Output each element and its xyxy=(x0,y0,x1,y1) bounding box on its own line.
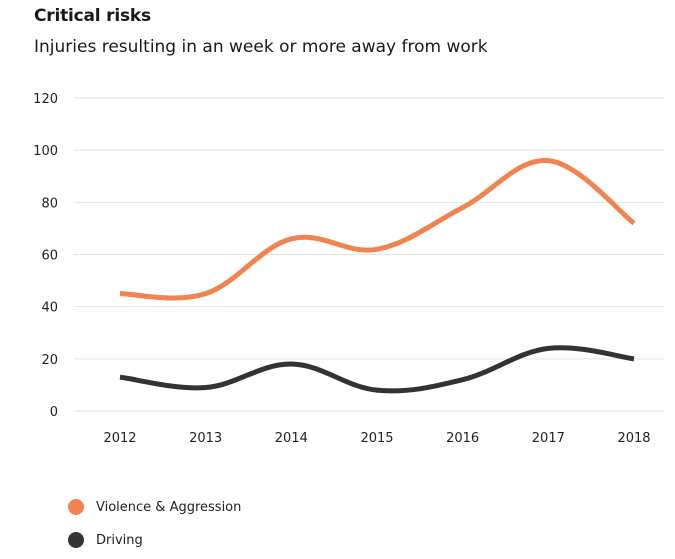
y-tick-label-20: 20 xyxy=(41,353,58,368)
chart-legend: Violence & Aggression Driving xyxy=(68,497,241,559)
chart-title: Critical risks xyxy=(34,6,151,26)
x-tick-label-2017: 2017 xyxy=(532,431,565,446)
legend-swatch-driving xyxy=(68,532,84,548)
series-line-violence-aggression xyxy=(119,158,636,301)
data-point-driving-2013[interactable] xyxy=(202,384,210,392)
data-point-driving-2016[interactable] xyxy=(459,376,467,384)
line-chart: 0 20 40 60 80 100 120 2012 2013 2014 2015 2016 2017 2… xyxy=(33,92,664,446)
chart-subtitle: Injuries resulting in an week or more aw… xyxy=(34,37,488,57)
legend-label-violence-aggression: Violence & Aggression xyxy=(96,499,242,515)
y-tick-label-40: 40 xyxy=(41,301,58,316)
y-tick-label-80: 80 xyxy=(41,196,58,211)
data-point-violence-aggression-2017[interactable] xyxy=(544,157,552,165)
data-point-violence-aggression-2012[interactable] xyxy=(116,290,124,298)
y-tick-label-100: 100 xyxy=(33,144,58,159)
x-tick-label-2015: 2015 xyxy=(360,431,393,446)
legend-item-violence-aggression[interactable]: Violence & Aggression xyxy=(68,497,241,517)
legend-label-driving: Driving xyxy=(96,532,143,548)
x-tick-label-2018: 2018 xyxy=(617,431,650,446)
data-point-violence-aggression-2014[interactable] xyxy=(287,235,295,243)
legend-item-driving[interactable]: Driving xyxy=(68,530,241,550)
x-tick-label-2013: 2013 xyxy=(189,431,222,446)
legend-swatch-violence-aggression xyxy=(68,499,84,515)
y-tick-label-120: 120 xyxy=(33,92,58,107)
data-point-driving-2015[interactable] xyxy=(373,386,381,394)
x-tick-label-2014: 2014 xyxy=(275,431,308,446)
data-point-violence-aggression-2016[interactable] xyxy=(459,204,467,212)
x-tick-label-2016: 2016 xyxy=(446,431,479,446)
y-tick-label-60: 60 xyxy=(41,249,58,264)
data-point-violence-aggression-2015[interactable] xyxy=(373,245,381,253)
y-tick-label-0: 0 xyxy=(50,405,58,420)
x-tick-label-2012: 2012 xyxy=(103,431,136,446)
series-line-driving xyxy=(119,345,635,394)
data-point-driving-2012[interactable] xyxy=(116,373,124,381)
data-point-driving-2017[interactable] xyxy=(544,344,552,352)
data-point-violence-aggression-2013[interactable] xyxy=(202,290,210,298)
data-point-driving-2014[interactable] xyxy=(287,360,295,368)
data-point-violence-aggression-2018[interactable] xyxy=(630,219,638,227)
data-point-driving-2018[interactable] xyxy=(630,355,638,363)
